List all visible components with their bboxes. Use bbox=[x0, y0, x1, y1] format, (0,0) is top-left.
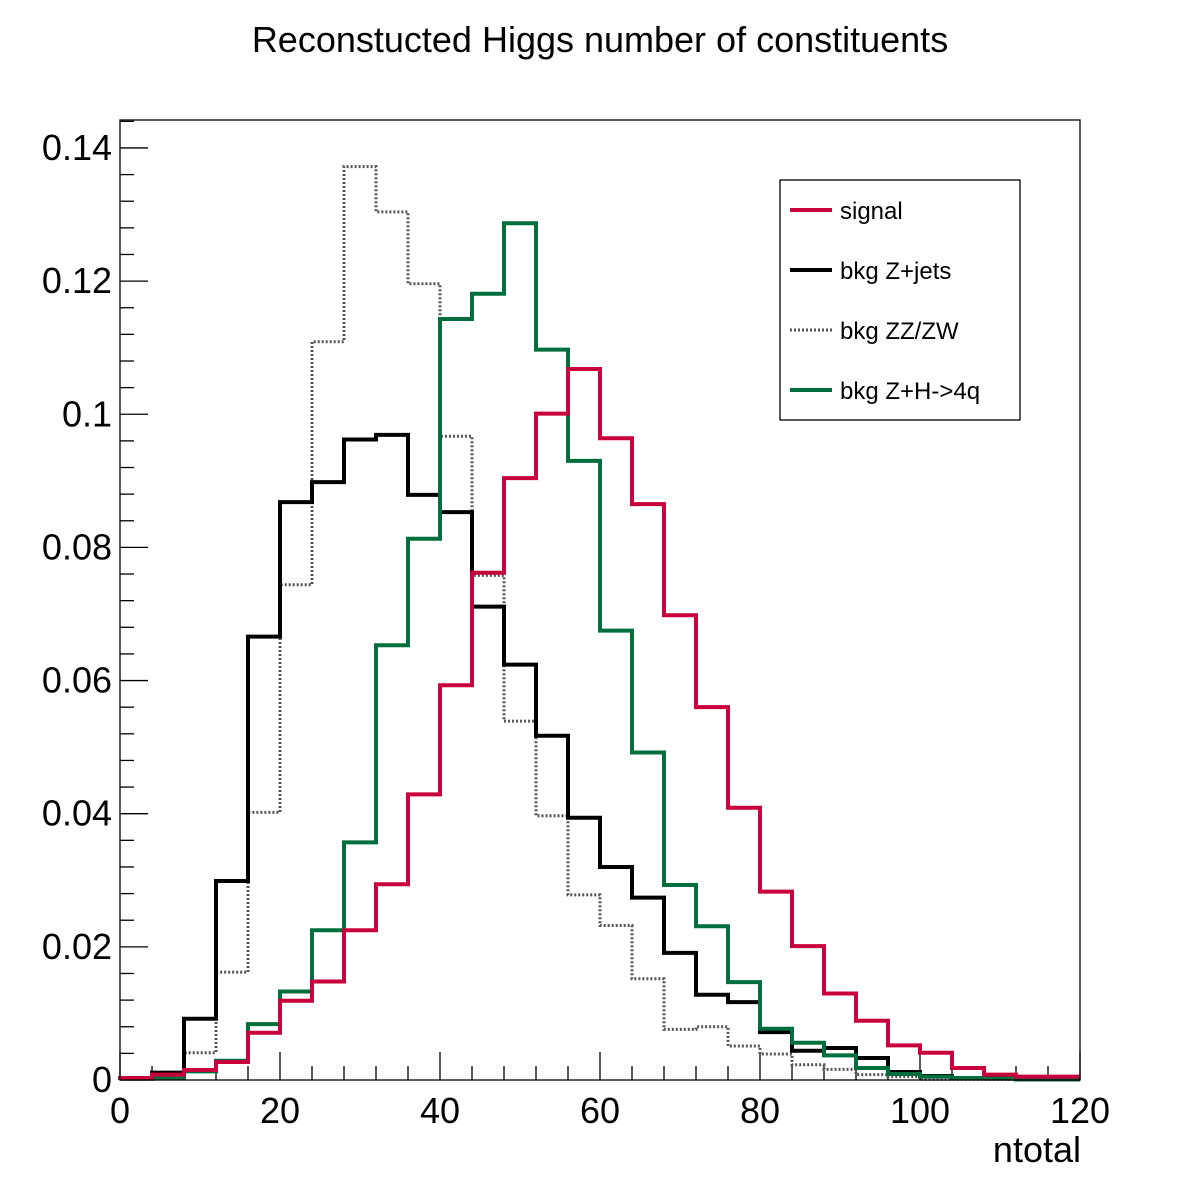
legend-label: signal bbox=[840, 198, 903, 225]
y-tick-label: 0 bbox=[92, 1059, 112, 1100]
plot-frame bbox=[119, 119, 1081, 1081]
x-tick-label: 80 bbox=[740, 1090, 780, 1131]
y-axis: 0 0.02 0.04 0.06 0.08 0.1 0.12 0.14 bbox=[42, 120, 148, 1100]
y-tick-label: 0.1 bbox=[62, 393, 112, 434]
y-tick-label: 0.12 bbox=[42, 260, 112, 301]
series-bkg-zz-zw bbox=[118, 165, 1080, 1081]
legend-entries: signal bkg Z+jets bkg ZZ/ZW bkg Z+H->4q bbox=[790, 198, 980, 405]
x-tick-label: 40 bbox=[420, 1090, 460, 1131]
x-tick-label: 20 bbox=[260, 1090, 300, 1131]
x-tick-label: 60 bbox=[580, 1090, 620, 1131]
y-tick-label: 0.02 bbox=[42, 926, 112, 967]
legend-box bbox=[779, 179, 1021, 421]
legend: signal bkg Z+jets bkg ZZ/ZW bkg Z+H->4q bbox=[779, 179, 1021, 421]
x-tick-label: 0 bbox=[110, 1090, 130, 1131]
chart-title: Reconstucted Higgs number of constituent… bbox=[252, 19, 948, 60]
x-tick-label: 120 bbox=[1050, 1090, 1110, 1131]
series-signal bbox=[118, 366, 1080, 1080]
legend-label: bkg Z+jets bbox=[840, 258, 951, 285]
legend-label: bkg ZZ/ZW bbox=[840, 318, 959, 345]
series-bkg-z-h-4q bbox=[118, 221, 1080, 1082]
series-bkg-z-jets bbox=[118, 432, 1080, 1082]
y-tick-label: 0.08 bbox=[42, 526, 112, 567]
x-axis-title: ntotal bbox=[993, 1129, 1081, 1170]
x-axis: 0 20 40 60 80 100 120 bbox=[110, 1052, 1110, 1131]
y-tick-label: 0.04 bbox=[42, 793, 112, 834]
x-tick-label: 100 bbox=[890, 1090, 950, 1131]
y-tick-label: 0.06 bbox=[42, 660, 112, 701]
y-tick-label: 0.14 bbox=[42, 127, 112, 168]
legend-label: bkg Z+H->4q bbox=[840, 378, 980, 405]
histogram-series bbox=[118, 165, 1080, 1082]
